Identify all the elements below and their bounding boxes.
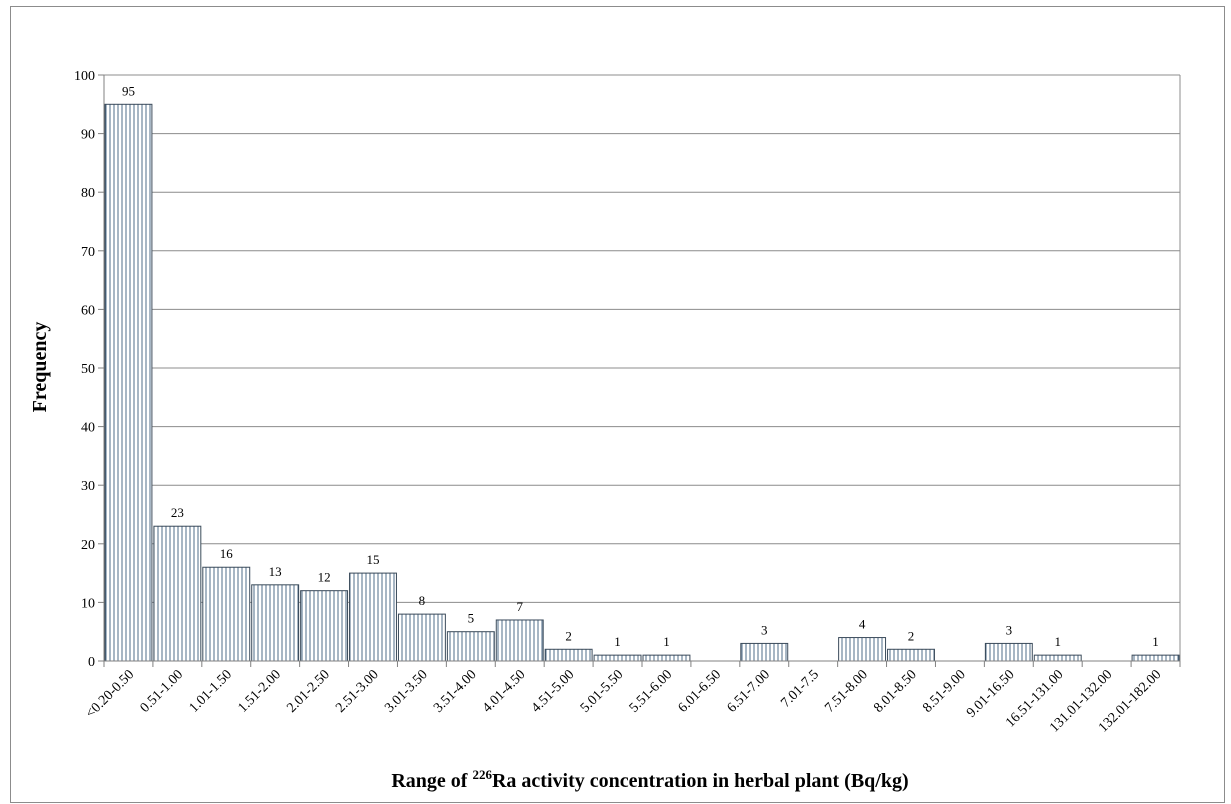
y-axis-title: Frequency — [29, 322, 51, 413]
x-tick-label: 4.51-5.00 — [529, 667, 578, 716]
bar — [887, 648, 935, 662]
bar — [202, 566, 251, 662]
bar — [300, 590, 349, 662]
bars — [104, 103, 1180, 662]
bar — [984, 642, 1033, 662]
data-label: 95 — [122, 83, 135, 98]
x-tick-label: 0.51-1.00 — [138, 667, 187, 716]
y-tick-label: 50 — [81, 362, 95, 377]
y-tick-label: 70 — [81, 245, 95, 260]
x-tick-labels: <0.20-0.50 0.51-1.00 1.01-1.50 1.51-2.00 2.0… — [83, 667, 1164, 735]
bar — [251, 584, 300, 662]
axes — [103, 75, 1180, 662]
x-tick-label: 5.01-5.50 — [578, 667, 627, 716]
bar — [104, 103, 153, 662]
x-axis-title-suffix: Ra activity concentration in herbal plan… — [492, 770, 909, 792]
bar — [740, 642, 789, 662]
data-label: 1 — [1152, 634, 1159, 649]
bar — [1131, 654, 1180, 662]
data-label: 2 — [908, 628, 915, 643]
data-label: 3 — [761, 622, 768, 637]
y-tick-label: 40 — [81, 421, 95, 436]
data-label: 15 — [367, 552, 380, 567]
x-axis-title-prefix: Range of — [391, 770, 472, 792]
bar — [544, 648, 593, 662]
data-label: 7 — [516, 599, 523, 614]
bar — [446, 631, 495, 662]
data-label: 4 — [859, 617, 866, 632]
y-tick-label: 100 — [74, 69, 95, 84]
y-tick-label: 80 — [81, 186, 95, 201]
y-tick-label: 0 — [88, 655, 95, 670]
x-axis-title: Range of 226Ra activity concentration in… — [391, 767, 908, 792]
x-axis-title-superscript: 226 — [472, 767, 492, 782]
x-tick-label: 6.51-7.00 — [725, 667, 774, 716]
x-tick-label: 3.01-3.50 — [382, 667, 431, 716]
x-tick-label: 8.01-8.50 — [871, 667, 920, 716]
gridlines — [98, 74, 1181, 667]
data-label: 12 — [318, 570, 331, 585]
x-tick-label: 4.01-4.50 — [480, 667, 529, 716]
data-label: 1 — [1054, 634, 1061, 649]
bar — [593, 654, 642, 662]
bar — [495, 619, 544, 662]
x-tick-label: 8.51-9.00 — [920, 667, 969, 716]
data-label: 8 — [419, 593, 426, 608]
y-tick-label: 20 — [81, 538, 95, 553]
data-label: 5 — [468, 611, 475, 626]
data-label: 1 — [614, 634, 621, 649]
bar — [349, 572, 397, 662]
x-tick-label: <0.20-0.50 — [83, 667, 137, 721]
x-tick-label: 7.51-8.00 — [822, 667, 871, 716]
bar — [642, 654, 691, 662]
data-label: 23 — [171, 505, 184, 520]
data-label: 13 — [269, 564, 282, 579]
x-tick-label: 2.01-2.50 — [284, 667, 333, 716]
data-label: 2 — [565, 628, 572, 643]
chart-frame — [10, 6, 1225, 803]
x-tick-label: 2.51-3.00 — [333, 667, 382, 716]
x-tick-label: 1.51-2.00 — [235, 667, 284, 716]
x-tick-label: 1.01-1.50 — [187, 667, 236, 716]
x-tick-label: 3.51-4.00 — [431, 667, 480, 716]
y-tick-labels: 0 10 20 30 40 50 60 70 80 90 100 — [74, 69, 95, 670]
bar — [153, 525, 202, 662]
y-tick-label: 90 — [81, 128, 95, 143]
data-label: 16 — [220, 546, 234, 561]
y-tick-label: 30 — [81, 479, 95, 494]
data-label: 1 — [663, 634, 670, 649]
x-tick-label: 5.51-6.00 — [627, 667, 676, 716]
y-tick-label: 60 — [81, 303, 95, 318]
y-tick-label: 10 — [81, 596, 95, 611]
bar — [838, 637, 887, 662]
bar — [1033, 654, 1082, 662]
bar — [397, 613, 446, 662]
data-label: 3 — [1006, 622, 1013, 637]
x-tick-label: 7.01-7.5 — [778, 667, 822, 711]
x-tick-label: 6.01-6.50 — [676, 667, 725, 716]
